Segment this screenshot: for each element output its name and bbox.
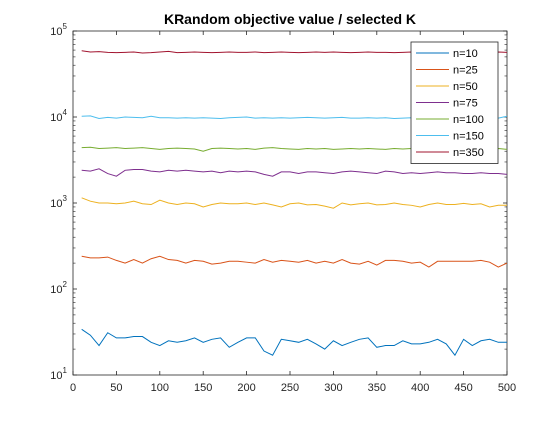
x-tick-label: 350: [368, 382, 386, 394]
legend-label: n=75: [453, 98, 478, 110]
x-tick-label: 450: [454, 382, 472, 394]
x-tick-label: 100: [151, 382, 169, 394]
legend-label: n=100: [453, 114, 484, 126]
legend-label: n=25: [453, 65, 478, 77]
legend-label: n=50: [453, 81, 478, 93]
y-tick-label: 104: [50, 108, 67, 124]
y-tick-label: 101: [50, 366, 67, 382]
series-line-n-50: [81, 197, 507, 209]
x-tick-label: 500: [498, 382, 516, 394]
legend: n=10 n=25 n=50 n=75 n=100 n=150 n=350: [410, 41, 499, 164]
x-tick-label: 0: [70, 382, 76, 394]
x-tick-label: 200: [237, 382, 255, 394]
x-tick-label: 150: [194, 382, 212, 394]
x-tick-label: 250: [281, 382, 299, 394]
series-line-n-75: [81, 168, 507, 177]
legend-label: n=350: [453, 147, 484, 159]
x-tick-label: 50: [110, 382, 122, 394]
y-tick-label: 103: [50, 194, 67, 210]
series-line-n-25: [81, 255, 507, 268]
x-tick-label: 400: [411, 382, 429, 394]
x-tick-label: 300: [324, 382, 342, 394]
chart-title: KRandom objective value / selected K: [164, 11, 416, 27]
legend-label: n=10: [453, 48, 478, 60]
y-tick-label: 105: [50, 22, 67, 38]
y-tick-label: 102: [50, 280, 67, 296]
legend-label: n=150: [453, 131, 484, 143]
series-line-n-10: [81, 328, 507, 357]
